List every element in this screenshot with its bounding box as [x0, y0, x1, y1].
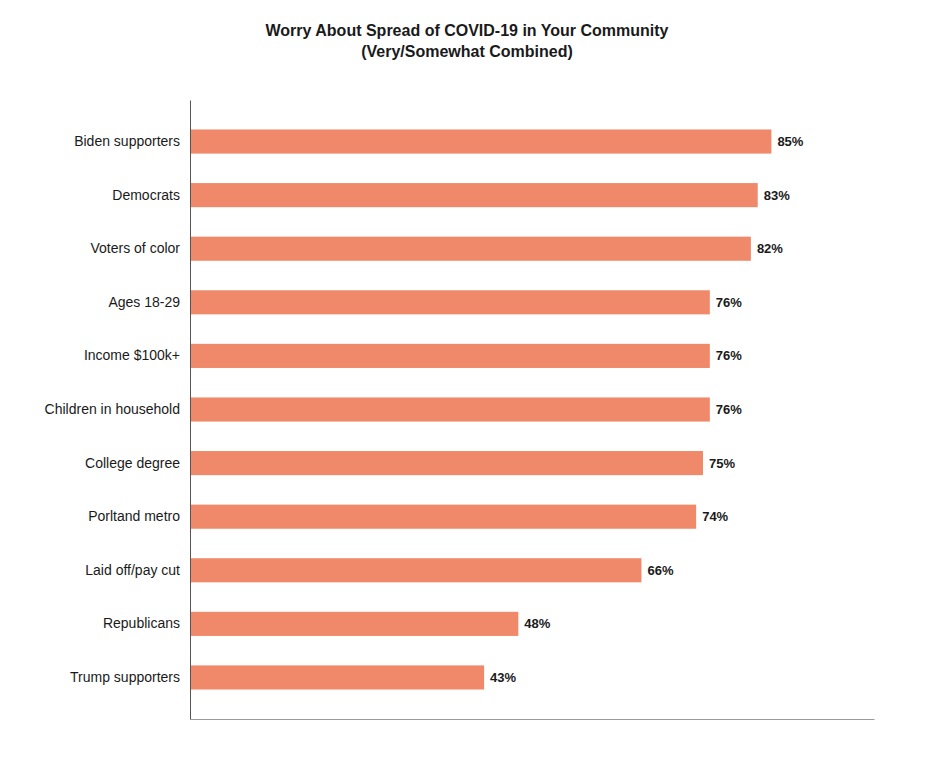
y-tick-label: Democrats	[112, 187, 180, 203]
y-tick: Biden supporters	[74, 133, 190, 149]
chart: Worry About Spread of COVID-19 in Your C…	[0, 0, 934, 759]
bar	[190, 665, 484, 689]
bar	[190, 129, 771, 153]
bar	[190, 183, 758, 207]
plot: Trump supporters Republicans Laid off/pay …	[45, 101, 875, 720]
y-tick: Ages 18-29	[108, 294, 190, 310]
bar	[190, 237, 751, 261]
data-label: 66%	[647, 563, 673, 578]
title-line: Worry About Spread of COVID-19 in Your C…	[266, 22, 669, 39]
y-tick-label: Voters of color	[91, 240, 181, 256]
y-tick-label: Laid off/pay cut	[85, 562, 180, 578]
bar	[190, 505, 696, 529]
bar	[190, 612, 518, 636]
title: Worry About Spread of COVID-19 in Your C…	[266, 22, 669, 60]
bar	[190, 558, 641, 582]
data-label: 82%	[757, 241, 783, 256]
y-tick-label: Children in household	[45, 401, 180, 417]
y-axis: Trump supporters Republicans Laid off/pay …	[45, 101, 191, 720]
data-label: 74%	[702, 509, 728, 524]
y-tick: Income $100k+	[84, 347, 190, 363]
data-labels: 43% 48% 66% 74% 75% 76% 76% 76% 82% 83% 85%	[490, 134, 804, 685]
y-tick: College degree	[85, 455, 190, 471]
data-label: 43%	[490, 670, 516, 685]
y-tick-label: College degree	[85, 455, 180, 471]
data-label: 76%	[716, 402, 742, 417]
y-tick-label: Republicans	[103, 615, 180, 631]
x-axis	[191, 719, 875, 720]
y-tick: Republicans	[103, 615, 190, 631]
y-axis-line	[190, 101, 191, 720]
y-tick-label: Biden supporters	[74, 133, 180, 149]
y-tick-label: Income $100k+	[84, 347, 180, 363]
y-tick: Trump supporters	[70, 669, 190, 685]
y-tick-label: Trump supporters	[70, 669, 180, 685]
data-label: 83%	[764, 188, 790, 203]
data-label: 48%	[524, 616, 550, 631]
bar	[190, 397, 710, 421]
y-tick: Democrats	[112, 187, 190, 203]
data-label: 76%	[716, 295, 742, 310]
y-tick-label: Ages 18-29	[108, 294, 180, 310]
data-label: 76%	[716, 348, 742, 363]
data-label: 75%	[709, 456, 735, 471]
y-tick: Porltand metro	[88, 508, 190, 524]
bar	[190, 290, 710, 314]
x-axis-line	[191, 719, 875, 720]
y-tick: Children in household	[45, 401, 190, 417]
bar	[190, 344, 710, 368]
title-line: (Very/Somewhat Combined)	[361, 43, 573, 60]
y-tick-label: Porltand metro	[88, 508, 180, 524]
y-tick: Voters of color	[91, 240, 191, 256]
bars	[190, 129, 771, 689]
bar	[190, 451, 703, 475]
data-label: 85%	[777, 134, 803, 149]
y-tick: Laid off/pay cut	[85, 562, 190, 578]
